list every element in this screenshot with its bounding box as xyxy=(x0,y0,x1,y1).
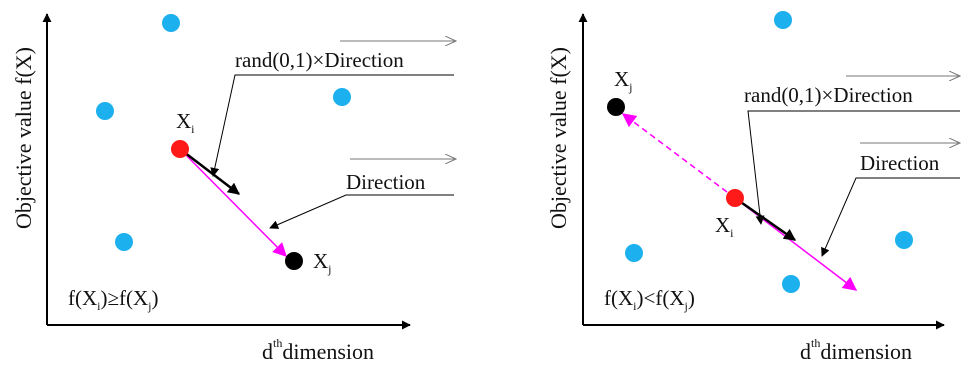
right-xj-label: Xj xyxy=(614,67,633,94)
right-panel: Objective value f(X) dthdimension Xj Xi … xyxy=(546,11,960,364)
right-direction-label: Direction xyxy=(860,151,940,175)
population-dot xyxy=(895,231,913,249)
right-direction-leader xyxy=(821,177,960,257)
population-dot xyxy=(162,14,180,32)
right-y-axis-label: Objective value f(X) xyxy=(546,47,571,229)
population-dot xyxy=(333,88,351,106)
left-xj-dot xyxy=(285,252,303,270)
right-rand-direction-label: rand(0,1)×Direction xyxy=(744,83,913,107)
population-dot xyxy=(96,102,114,120)
left-direction-arrow xyxy=(179,148,287,257)
left-x-axis-label: dthdimension xyxy=(262,336,374,364)
left-condition: f(Xi)≥f(Xj) xyxy=(68,286,159,313)
left-direction-leader xyxy=(269,194,454,229)
population-dot xyxy=(782,275,800,293)
right-step-arrow xyxy=(734,196,796,242)
left-rand-leader xyxy=(210,74,454,177)
population-dot xyxy=(774,11,792,29)
right-xi-label: Xi xyxy=(715,213,734,240)
left-xj-label: Xj xyxy=(313,249,332,276)
left-panel: Objective value f(X) dthdimension Xi Xj … xyxy=(11,13,456,364)
population-dot xyxy=(625,244,643,262)
left-xi-label: Xi xyxy=(176,109,195,136)
left-direction-label: Direction xyxy=(346,170,426,194)
right-x-axis-label: dthdimension xyxy=(800,336,912,364)
left-xi-dot xyxy=(171,140,189,158)
right-rand-leader xyxy=(747,110,960,225)
left-step-arrow xyxy=(179,148,240,195)
right-xj-dot xyxy=(607,98,625,116)
right-condition: f(Xi)<f(Xj) xyxy=(604,286,695,313)
left-y-axis-label: Objective value f(X) xyxy=(11,47,36,229)
right-dashed-direction-arrow xyxy=(621,113,736,199)
left-rand-direction-label: rand(0,1)×Direction xyxy=(235,48,404,72)
right-xi-dot xyxy=(726,189,744,207)
population-dot xyxy=(115,233,133,251)
